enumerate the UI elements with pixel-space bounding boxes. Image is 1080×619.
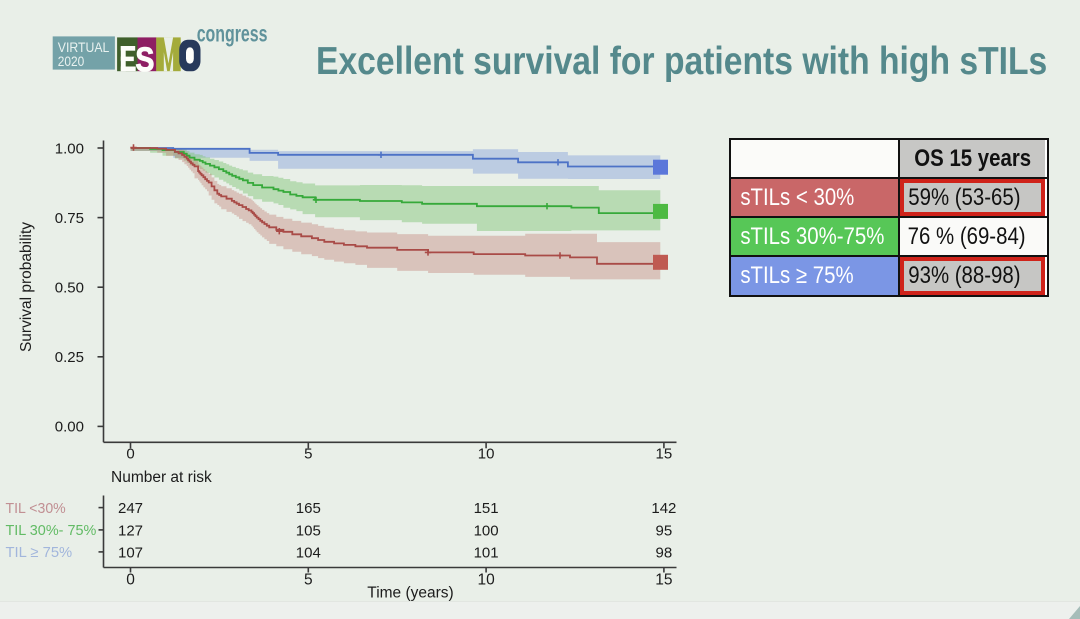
svg-text:10: 10	[478, 446, 495, 463]
svg-text:2020: 2020	[58, 53, 85, 69]
svg-text:104: 104	[296, 544, 321, 561]
svg-text:0.50: 0.50	[55, 280, 84, 297]
svg-text:107: 107	[118, 544, 143, 561]
svg-text:Survival probability: Survival probability	[18, 222, 35, 352]
svg-text:101: 101	[474, 544, 499, 561]
svg-text:15: 15	[656, 446, 673, 463]
svg-text:127: 127	[118, 522, 143, 539]
svg-text:100: 100	[474, 522, 499, 539]
svg-text:98: 98	[656, 544, 673, 561]
svg-text:247: 247	[118, 500, 143, 517]
svg-text:TIL 30%- 75%: TIL 30%- 75%	[6, 522, 97, 539]
svg-text:TIL ≥ 75%: TIL ≥ 75%	[6, 544, 73, 561]
svg-text:0: 0	[126, 446, 134, 463]
svg-text:VIRTUAL: VIRTUAL	[58, 39, 110, 55]
svg-text:congress: congress	[197, 21, 268, 47]
svg-text:165: 165	[296, 500, 321, 517]
svg-text:0.25: 0.25	[55, 349, 84, 366]
svg-text:5: 5	[304, 572, 313, 589]
svg-text:5: 5	[304, 446, 312, 463]
svg-text:105: 105	[296, 522, 321, 539]
svg-text:0.00: 0.00	[55, 419, 84, 436]
svg-text:1.00: 1.00	[55, 140, 84, 157]
svg-text:S: S	[135, 41, 154, 79]
svg-text:95: 95	[656, 522, 673, 539]
svg-text:Time (years): Time (years)	[367, 585, 453, 602]
svg-text:0.75: 0.75	[55, 210, 84, 227]
svg-text:142: 142	[651, 500, 676, 517]
svg-text:0: 0	[126, 572, 135, 589]
svg-text:Number at risk: Number at risk	[111, 469, 212, 486]
svg-text:10: 10	[477, 572, 495, 589]
svg-text:TIL <30%: TIL <30%	[6, 500, 66, 517]
svg-text:151: 151	[474, 500, 499, 517]
svg-text:15: 15	[655, 572, 672, 589]
